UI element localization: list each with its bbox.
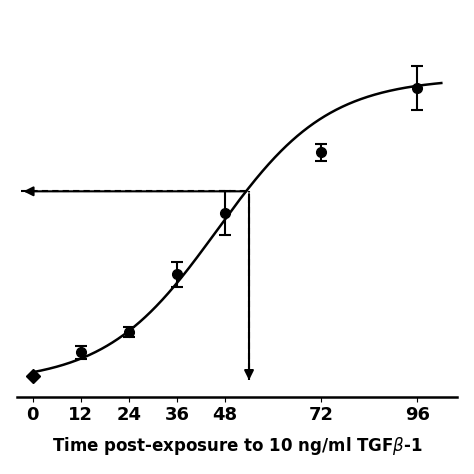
X-axis label: Time post-exposure to 10 ng/ml TGF$\beta$-1: Time post-exposure to 10 ng/ml TGF$\beta…	[52, 435, 422, 457]
